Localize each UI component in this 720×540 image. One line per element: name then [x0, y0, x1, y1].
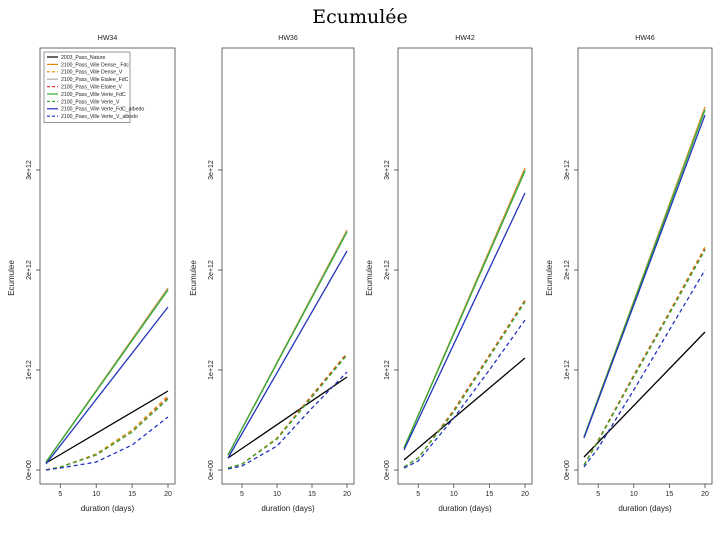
- y-tick-label: 1e+12: [208, 360, 215, 380]
- plot-frame: [577, 47, 713, 485]
- x-tick-label: 15: [308, 491, 316, 498]
- legend-label: 2100_Pass_Ville Verte_FdC: [61, 92, 126, 98]
- legend-label: 2100_Pass_Ville Etalee_V: [61, 85, 123, 91]
- y-tick-label: 3e+12: [384, 160, 391, 180]
- y-tick-label: 3e+12: [564, 160, 571, 180]
- y-tick-label: 0e+00: [208, 460, 215, 480]
- y-axis-label: Ecumulee: [189, 260, 198, 296]
- y-tick-label: 3e+12: [208, 160, 215, 180]
- y-tick-label: 2e+12: [384, 260, 391, 280]
- series-line: 2100_Pass_Ville Dense_V: [45, 395, 169, 471]
- y-axis-label: Ecumulee: [365, 260, 374, 296]
- x-tick-label: 5: [596, 491, 600, 498]
- legend-label: 2100_Pass_Ville Dense_ Fdc: [61, 62, 129, 68]
- series-line: 2003_Pass_Nature: [403, 357, 526, 461]
- y-axis-label: Ecumulee: [7, 260, 16, 296]
- x-tick-label: 10: [273, 491, 281, 498]
- series-line: 2100_Pass_Ville Verte_FdC: [403, 170, 526, 449]
- y-tick-label: 1e+12: [564, 360, 571, 380]
- x-axis-label: duration (days): [261, 504, 315, 513]
- x-tick-label: 15: [128, 491, 136, 498]
- x-tick-label: 20: [701, 491, 709, 498]
- y-axis-label: Ecumulee: [545, 260, 554, 296]
- series-line: 2100_Pass_Ville Verte_FdC_albedo: [403, 192, 526, 451]
- series-line: 2100_Pass_Ville Dense_V: [403, 299, 526, 468]
- panel-title: HW42: [455, 35, 475, 42]
- y-tick-label: 2e+12: [564, 260, 571, 280]
- series-line: 2100_Pass_Ville Verte_V: [227, 354, 348, 469]
- legend-label: 2100_Pass_Ville Dense_V: [61, 70, 123, 76]
- x-tick-label: 20: [521, 491, 529, 498]
- series-line: 2100_Pass_Ville Verte_V_albedo: [403, 319, 526, 469]
- series-line: 2003_Pass_Nature: [45, 390, 169, 464]
- series-line: 2100_Pass_Ville Verte_FdC_albedo: [583, 114, 706, 439]
- series-line: 2100_Pass_Ville Verte_FdC: [45, 289, 169, 463]
- x-tick-label: 20: [343, 491, 351, 498]
- y-tick-label: 3e+12: [26, 160, 33, 180]
- x-axis-label: duration (days): [618, 504, 672, 513]
- x-tick-label: 10: [630, 491, 638, 498]
- series-line: 2003_Pass_Nature: [583, 331, 706, 458]
- series-line: 2003_Pass_Nature: [227, 376, 348, 459]
- y-tick-label: 2e+12: [208, 260, 215, 280]
- series-line: 2100_Pass_Ville Verte_FdC_albedo: [227, 250, 348, 459]
- series-line: 2100_Pass_Ville Verte_FdC_albedo: [45, 306, 169, 465]
- series-line: 2100_Pass_Ville Verte_V: [583, 249, 706, 466]
- plot-frame: [397, 47, 533, 485]
- series-line: 2100_Pass_Ville Etalee_V: [45, 397, 169, 471]
- x-axis-label: duration (days): [438, 504, 492, 513]
- x-tick-label: 10: [450, 491, 458, 498]
- legend-label: 2100_Pass_Ville Verte_V_albedo: [61, 114, 138, 120]
- x-tick-label: 10: [92, 491, 100, 498]
- series-line: 2100_Pass_Ville Verte_FdC: [227, 231, 348, 456]
- x-tick-label: 20: [164, 491, 172, 498]
- x-tick-label: 5: [240, 491, 244, 498]
- plot-frame: [39, 47, 176, 485]
- chart-panel-hw46: HW46 5 10 15 20 duration (days) 0e+00 1e+12 2e+1…: [545, 35, 713, 513]
- series-line: 2100_Pass_Ville Verte_V: [403, 301, 526, 468]
- panel-title: HW36: [278, 35, 298, 42]
- series-line: 2100_Pass_Ville Dense_V: [227, 352, 348, 469]
- series-line: 2100_Pass_Ville Verte_V_albedo: [227, 371, 348, 470]
- page-title: Ecumulée: [312, 6, 408, 28]
- y-tick-label: 0e+00: [384, 460, 391, 480]
- legend-box: [43, 51, 131, 123]
- panel-title: HW34: [98, 35, 118, 42]
- y-tick-label: 1e+12: [26, 360, 33, 380]
- x-tick-label: 5: [416, 491, 420, 498]
- legend-label: 2100_Pass_Ville Verte_FdC_albedo: [61, 107, 144, 113]
- y-tick-label: 0e+00: [564, 460, 571, 480]
- y-tick-label: 0e+00: [26, 460, 33, 480]
- series-line: 2100_Pass_Ville Etalee_V: [227, 353, 348, 469]
- series-line: 2100_Pass_Ville Etalee_V: [403, 300, 526, 468]
- panel-title: HW46: [635, 35, 655, 42]
- x-tick-label: 15: [666, 491, 674, 498]
- legend-label: 2003_Pass_Nature: [61, 55, 106, 61]
- x-axis-label: duration (days): [81, 504, 135, 513]
- legend-label: 2100_Pass_Ville Etalee_FdC: [61, 77, 129, 83]
- series-line: 2100_Pass_Ville Verte_V_albedo: [45, 416, 169, 471]
- chart-panel-hw36: HW36 5 10 15 20 duration (days) 0e+00 1e+12 2e+1…: [189, 35, 355, 513]
- x-tick-label: 5: [58, 491, 62, 498]
- y-tick-label: 2e+12: [26, 260, 33, 280]
- legend-label: 2100_Pass_Ville Verte_V: [61, 99, 120, 105]
- y-tick-label: 1e+12: [384, 360, 391, 380]
- x-tick-label: 15: [486, 491, 494, 498]
- plot-frame: [221, 47, 355, 485]
- series-line: 2100_Pass_Ville Verte_V_albedo: [583, 269, 706, 468]
- chart-panel-hw42: HW42 5 10 15 20 duration (days) 0e+00 1e+12 2e+1…: [365, 35, 533, 513]
- chart-panel-hw34: HW34 5 10 15 20 duration (days) 0e+00 1e+12 2e+1…: [7, 35, 176, 513]
- series-line: 2100_Pass_Ville Verte_V: [45, 398, 169, 471]
- series-line: 2100_Pass_Ville Dense_V: [583, 246, 706, 466]
